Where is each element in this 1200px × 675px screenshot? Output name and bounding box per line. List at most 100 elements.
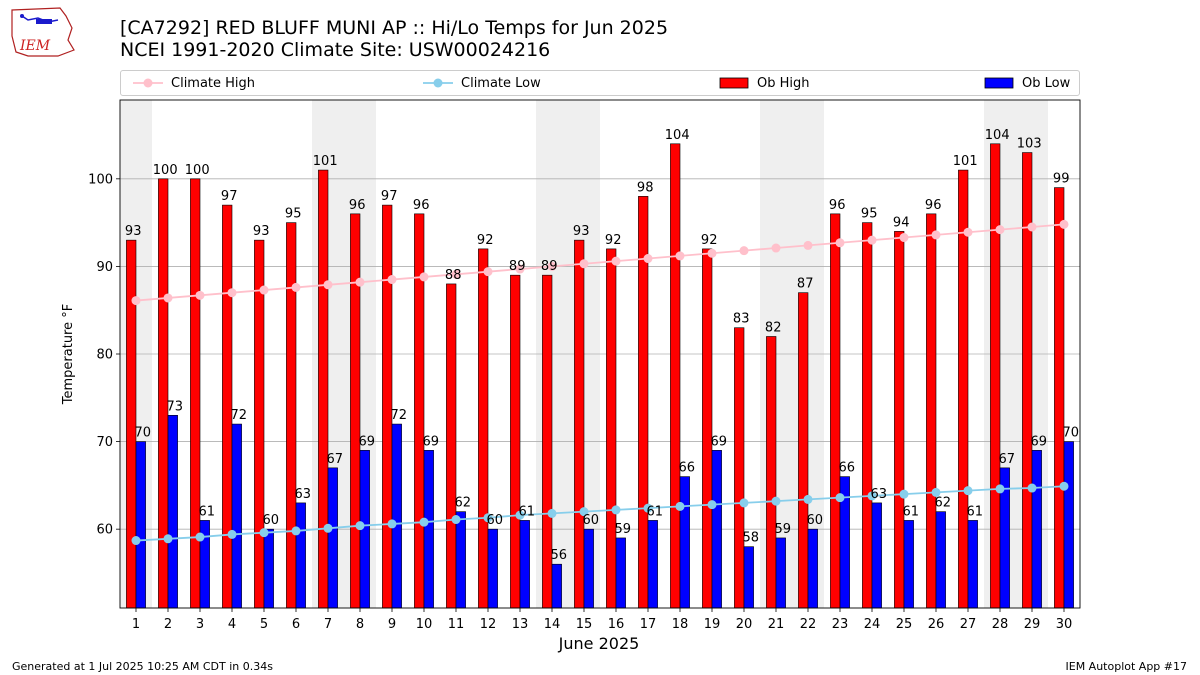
climate-low-point-13 — [515, 510, 525, 520]
ob-high-bar-2 — [158, 178, 169, 609]
x-tick-label-7: 7 — [324, 617, 332, 632]
ob-low-bar-22 — [807, 528, 818, 609]
legend-marker-climate-high — [133, 78, 163, 88]
y-tick-label-100: 100 — [88, 172, 113, 187]
ob-low-value-19: 69 — [711, 434, 728, 449]
ob-low-bar-6 — [295, 502, 306, 609]
climate-high-point-14 — [547, 261, 557, 271]
ob-high-value-27: 101 — [953, 154, 978, 169]
legend-label-ob-low: Ob Low — [1022, 75, 1071, 91]
ob-low-value-9: 72 — [391, 408, 408, 423]
climate-high-point-22 — [803, 240, 813, 250]
ob-low-value-6: 63 — [295, 487, 312, 502]
ob-high-value-23: 96 — [829, 198, 846, 213]
climate-lines — [131, 219, 1069, 546]
legend-item-climate-high: Climate High — [133, 74, 255, 92]
ob-high-value-14: 89 — [541, 259, 558, 274]
ob-high-value-5: 93 — [253, 224, 270, 239]
bars — [126, 143, 1074, 609]
plot-frame — [119, 99, 1081, 609]
climate-low-point-5 — [259, 528, 269, 538]
x-tick-label-11: 11 — [448, 617, 465, 632]
climate-low-point-9 — [387, 519, 397, 529]
ob-high-value-3: 100 — [185, 163, 210, 178]
ob-low-bar-17 — [647, 520, 658, 609]
chart-legend: Climate High Climate Low Ob High Ob Low — [120, 70, 1080, 96]
ob-high-value-17: 98 — [637, 180, 654, 195]
ob-low-value-30: 70 — [1063, 426, 1080, 441]
legend-label-ob-high: Ob High — [757, 75, 810, 91]
climate-low-point-11 — [451, 515, 461, 525]
x-tick-label-14: 14 — [544, 617, 561, 632]
ob-high-value-12: 92 — [477, 233, 494, 248]
ob-high-bar-13 — [510, 274, 521, 609]
climate-high-point-21 — [771, 243, 781, 253]
ob-low-value-17: 61 — [647, 504, 664, 519]
ob-low-value-10: 69 — [423, 434, 440, 449]
ob-high-value-7: 101 — [313, 154, 338, 169]
climate-low-point-14 — [547, 508, 557, 518]
ob-high-value-18: 104 — [665, 128, 690, 143]
climate-high-point-25 — [899, 233, 909, 243]
ob-low-bar-7 — [327, 467, 338, 609]
ob-low-bar-18 — [679, 476, 690, 609]
climate-high-point-24 — [867, 235, 877, 245]
climate-high-point-4 — [227, 288, 237, 298]
x-tick-label-2: 2 — [164, 617, 172, 632]
ob-high-bar-30 — [1054, 187, 1065, 609]
ob-low-bar-1 — [135, 441, 146, 609]
climate-low-point-1 — [131, 536, 141, 546]
chart-subtitle: NCEI 1991-2020 Climate Site: USW00024216 — [120, 39, 551, 61]
y-tick-label-80: 80 — [96, 348, 113, 363]
ob-low-bar-20 — [743, 546, 754, 609]
ob-low-value-20: 58 — [743, 531, 760, 546]
ob-high-bar-9 — [382, 204, 393, 609]
legend-marker-ob-high — [719, 77, 749, 89]
climate-low-point-6 — [291, 526, 301, 536]
climate-high-point-18 — [675, 251, 685, 261]
climate-high-point-7 — [323, 280, 333, 290]
ob-low-value-23: 66 — [839, 461, 856, 476]
ob-low-value-1: 70 — [135, 426, 152, 441]
ob-high-value-8: 96 — [349, 198, 366, 213]
ob-low-value-15: 60 — [583, 513, 600, 528]
x-tick-label-28: 28 — [992, 617, 1009, 632]
x-tick-label-3: 3 — [196, 617, 204, 632]
climate-high-point-13 — [515, 264, 525, 274]
ob-low-value-25: 61 — [903, 504, 920, 519]
climate-low-point-26 — [931, 487, 941, 497]
climate-low-point-7 — [323, 523, 333, 533]
x-tick-label-23: 23 — [832, 617, 849, 632]
gridlines — [120, 178, 1080, 530]
climate-low-point-4 — [227, 529, 237, 539]
climate-high-point-19 — [707, 248, 717, 258]
climate-high-point-23 — [835, 238, 845, 248]
ob-high-bar-11 — [446, 283, 457, 609]
ob-high-bar-26 — [926, 213, 937, 609]
ob-high-value-16: 92 — [605, 233, 622, 248]
ob-high-bar-12 — [478, 248, 489, 609]
ob-high-value-9: 97 — [381, 189, 398, 204]
climate-high-point-20 — [739, 246, 749, 256]
climate-high-point-3 — [195, 290, 205, 300]
ob-low-value-13: 61 — [519, 504, 536, 519]
x-tick-label-21: 21 — [768, 617, 785, 632]
climate-high-point-1 — [131, 296, 141, 306]
ob-high-bar-15 — [574, 239, 585, 609]
ob-low-value-24: 63 — [871, 487, 888, 502]
climate-low-point-17 — [643, 503, 653, 513]
legend-item-ob-high: Ob High — [719, 74, 810, 92]
ob-high-bar-23 — [830, 213, 841, 609]
x-tick-label-17: 17 — [640, 617, 657, 632]
climate-low-point-30 — [1059, 481, 1069, 491]
climate-high-point-17 — [643, 254, 653, 264]
ob-high-value-21: 82 — [765, 320, 782, 335]
climate-high-point-27 — [963, 227, 973, 237]
climate-low-point-24 — [867, 491, 877, 501]
x-tick-label-29: 29 — [1024, 617, 1041, 632]
ob-low-bar-21 — [775, 537, 786, 609]
x-tick-label-22: 22 — [800, 617, 817, 632]
climate-low-point-27 — [963, 486, 973, 496]
legend-marker-climate-low — [423, 78, 453, 88]
